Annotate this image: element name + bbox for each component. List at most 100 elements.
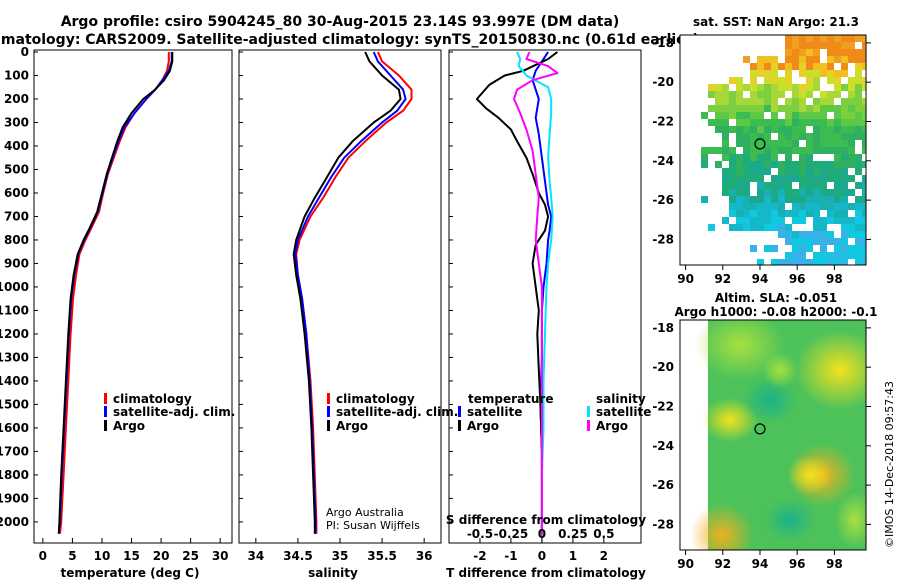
- sst-cell: [855, 35, 862, 42]
- sst-cell: [841, 126, 848, 133]
- sst-cell: [855, 98, 862, 105]
- sst-cell: [806, 133, 813, 140]
- legend-label-argo: Argo: [336, 419, 368, 433]
- sst-cell: [743, 56, 750, 63]
- sst-cell: [848, 126, 855, 133]
- sst-cell: [785, 231, 792, 238]
- sst-cell: [820, 168, 827, 175]
- sst-cell: [827, 210, 834, 217]
- sst-cell: [834, 70, 841, 77]
- depth-tick-label: 100: [4, 68, 29, 82]
- sst-cell: [862, 175, 866, 182]
- sst-cell: [715, 105, 722, 112]
- sst-cell: [813, 56, 820, 63]
- sst-cell: [736, 154, 743, 161]
- sst-cell: [827, 196, 834, 203]
- sst-cell: [834, 182, 841, 189]
- sst-cell: [785, 189, 792, 196]
- sst-cell: [729, 210, 736, 217]
- sst-cell: [757, 196, 764, 203]
- sst-cell: [813, 70, 820, 77]
- top-x-tick-label: 0: [538, 527, 546, 541]
- sst-cell: [722, 84, 729, 91]
- sst-cell: [806, 70, 813, 77]
- sst-cell: [764, 126, 771, 133]
- sst-cell: [841, 238, 848, 245]
- sst-cell: [792, 112, 799, 119]
- sst-cell: [785, 161, 792, 168]
- sst-cell: [785, 133, 792, 140]
- sst-cell: [771, 63, 778, 70]
- sst-cell: [785, 42, 792, 49]
- sst-cell: [729, 224, 736, 231]
- sst-cell: [841, 147, 848, 154]
- sst-cell: [750, 77, 757, 84]
- series-line: [513, 51, 559, 534]
- sst-cell: [750, 161, 757, 168]
- sst-cell: [764, 77, 771, 84]
- sst-cell: [799, 154, 806, 161]
- sst-cell: [729, 77, 736, 84]
- sst-cell: [841, 182, 848, 189]
- sst-cell: [813, 210, 820, 217]
- sst-cell: [855, 133, 862, 140]
- sst-cell: [806, 84, 813, 91]
- sst-cell: [841, 98, 848, 105]
- sst-cell: [827, 259, 834, 265]
- x-tick-label: 15: [123, 549, 140, 563]
- legend-label-s-argo: Argo: [596, 419, 628, 433]
- sst-cell: [792, 189, 799, 196]
- sst-cell: [750, 196, 757, 203]
- sst-cell: [750, 84, 757, 91]
- sst-cell: [862, 189, 866, 196]
- sst-cell: [743, 182, 750, 189]
- sst-cell: [792, 175, 799, 182]
- depth-tick-label: 600: [4, 186, 29, 200]
- sst-cell: [827, 119, 834, 126]
- sst-cell: [834, 189, 841, 196]
- depth-tick-label: 1200: [0, 327, 29, 341]
- sst-cell: [722, 105, 729, 112]
- sst-cell: [757, 147, 764, 154]
- sst-cell: [785, 70, 792, 77]
- sst-cell: [764, 140, 771, 147]
- sst-cell: [764, 161, 771, 168]
- legend-label-satellite-adj: satellite-adj. clim.: [336, 405, 458, 419]
- sst-cell: [743, 161, 750, 168]
- map-y-tick-label: -20: [652, 75, 674, 89]
- sst-cell: [841, 189, 848, 196]
- sst-cell: [855, 168, 862, 175]
- sst-cell: [862, 77, 866, 84]
- map-x-tick-label: 92: [714, 557, 731, 571]
- sst-cell: [771, 147, 778, 154]
- sst-cell: [778, 196, 785, 203]
- sst-cell: [855, 252, 862, 259]
- sst-cell: [848, 98, 855, 105]
- sla-map-title: Altim. SLA: -0.051: [715, 291, 837, 305]
- sst-cell: [813, 161, 820, 168]
- sst-cell: [848, 119, 855, 126]
- sst-cell: [743, 112, 750, 119]
- sst-cell: [820, 42, 827, 49]
- sst-cell: [785, 168, 792, 175]
- sst-cell: [855, 70, 862, 77]
- sst-cell: [799, 259, 806, 265]
- sst-cell: [834, 126, 841, 133]
- sst-cell: [785, 238, 792, 245]
- sst-cell: [764, 70, 771, 77]
- sst-cell: [834, 49, 841, 56]
- sst-cell: [862, 56, 866, 63]
- sst-cell: [827, 217, 834, 224]
- sst-cell: [757, 175, 764, 182]
- sst-cell: [743, 105, 750, 112]
- sst-cell: [736, 210, 743, 217]
- sst-cell: [785, 182, 792, 189]
- legend-label-t-argo: Argo: [467, 419, 499, 433]
- depth-tick-label: 0: [21, 45, 29, 59]
- sst-cell: [757, 217, 764, 224]
- sst-cell: [799, 203, 806, 210]
- sst-cell: [827, 203, 834, 210]
- sst-cell: [743, 126, 750, 133]
- sst-cell: [757, 210, 764, 217]
- sla-map-subtitle: Argo h1000: -0.08 h2000: -0.1: [674, 305, 877, 319]
